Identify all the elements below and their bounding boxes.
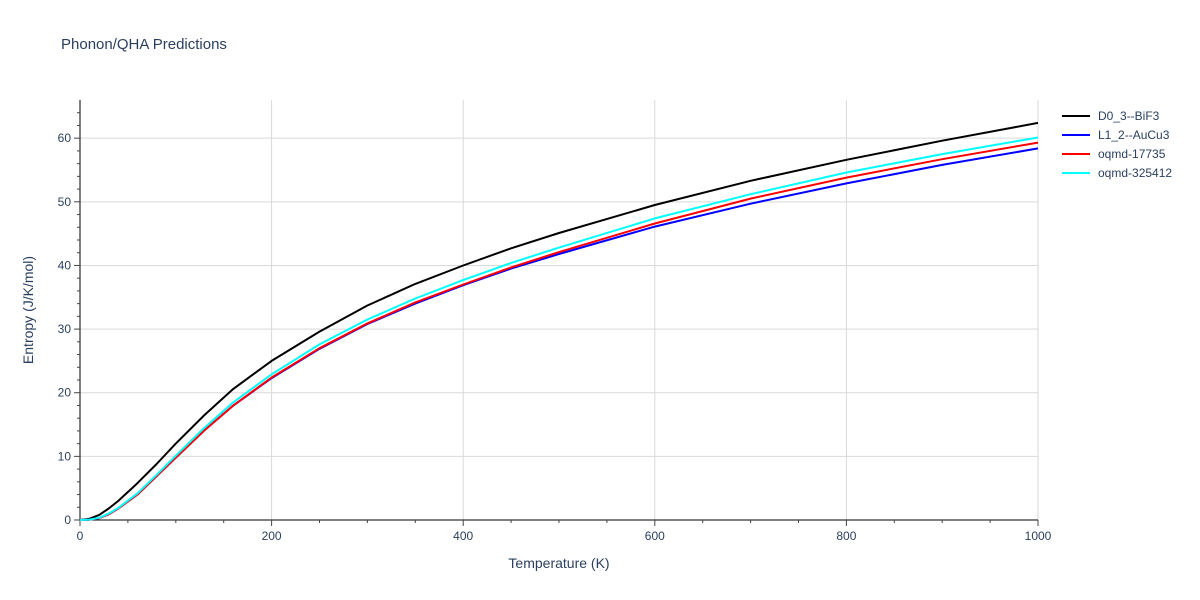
legend-swatch (1062, 171, 1090, 174)
y-tick-label: 10 (58, 449, 72, 463)
legend-swatch (1062, 152, 1090, 155)
series-line-l1-2-aucu3 (79, 147, 1039, 521)
y-tick-label: 0 (64, 513, 71, 527)
x-tick-label: 800 (836, 529, 856, 543)
x-tick-label: 600 (645, 529, 665, 543)
x-tick-label: 200 (262, 529, 282, 543)
legend-label: oqmd-17735 (1098, 146, 1166, 161)
gridlines (80, 100, 1039, 520)
series-lines (79, 121, 1039, 521)
legend-label: L1_2--AuCu3 (1098, 127, 1170, 142)
series-line-d0-3-bif3 (79, 121, 1039, 521)
y-tick-label: 30 (58, 322, 72, 336)
legend-label: D0_3--BiF3 (1098, 108, 1160, 123)
tick-labels: 0 200 400 600 800 1000 0 10 20 30 40 50 60 (58, 131, 1052, 543)
y-tick-label: 20 (58, 386, 72, 400)
x-tick-label: 0 (77, 529, 84, 543)
legend-item[interactable]: oqmd-17735 (1062, 144, 1172, 163)
x-axis-label: Temperature (K) (508, 555, 609, 571)
y-axis-label: Entropy (J/K/mol) (20, 256, 36, 364)
legend-item[interactable]: L1_2--AuCu3 (1062, 125, 1172, 144)
x-tick-label: 1000 (1025, 529, 1052, 543)
y-tick-label: 60 (58, 131, 72, 145)
series-line-oqmd-325412 (79, 136, 1039, 521)
series-line-oqmd-17735 (79, 141, 1039, 521)
chart-title: Phonon/QHA Predictions (61, 36, 227, 53)
legend-item[interactable]: D0_3--BiF3 (1062, 106, 1172, 125)
legend-label: oqmd-325412 (1098, 165, 1173, 180)
legend-item[interactable]: oqmd-325412 (1062, 163, 1172, 182)
axes (74, 100, 1039, 526)
legend-swatch (1062, 133, 1090, 136)
y-tick-label: 40 (58, 258, 72, 272)
x-tick-label: 400 (453, 529, 473, 543)
y-tick-label: 50 (58, 195, 72, 209)
legend-swatch (1062, 114, 1090, 117)
legend: D0_3--BiF3 L1_2--AuCu3 oqmd-17735 oqmd-3254… (1062, 106, 1172, 182)
